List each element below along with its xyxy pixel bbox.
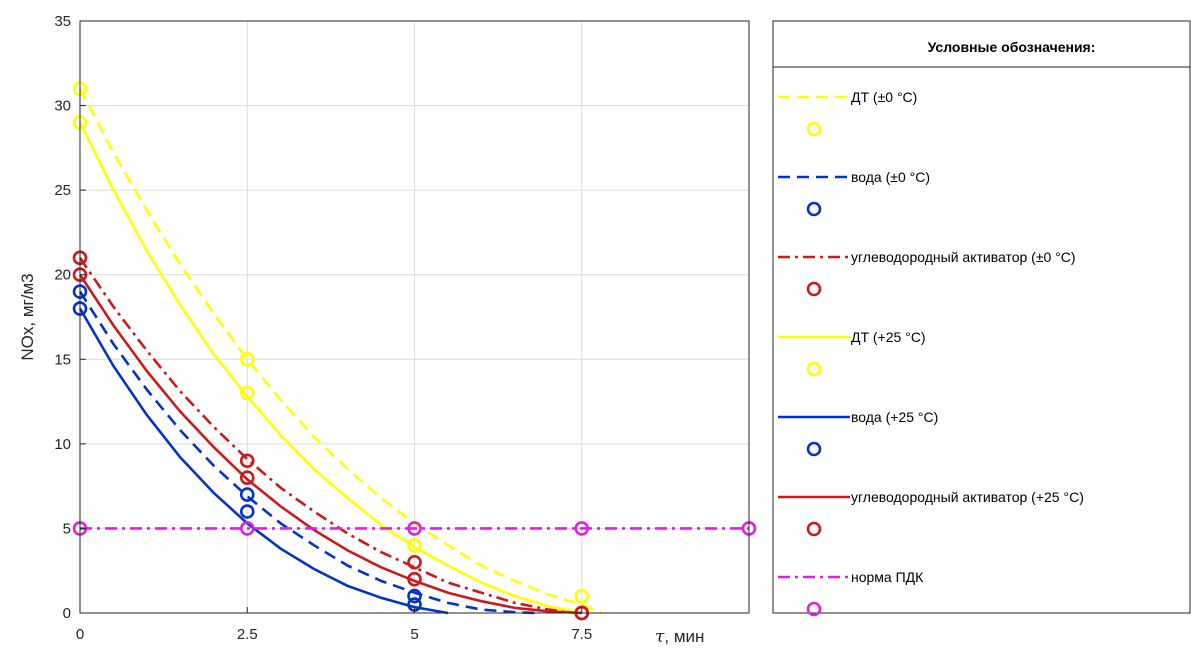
legend-title: Условные обозначения: [928,39,1096,55]
x-axis-label: τ, мин [655,627,704,647]
x-axis-unit: , мин [664,627,704,646]
legend-items: ДТ (±0 °C) вода (±0 °C) углеводородный акт… [778,89,1084,617]
x-tick-label: 5 [410,626,418,643]
series-line [78,121,583,615]
y-tick-label: 0 [63,605,71,622]
legend-marker-swatch [806,121,822,137]
legend-entry-2: вода (±0 °C) [778,169,930,217]
data-point-marker [239,487,255,502]
legend-entry-4: ДТ (+25 °C) [778,329,926,377]
data-point-marker [407,554,422,570]
y-tick-label: 35 [54,13,71,30]
legend-marker-swatch [806,361,822,377]
data-point-marker [239,351,255,367]
data-point-marker [574,588,590,604]
legend-label: вода (±0 °C) [851,169,930,185]
series-line [78,257,582,615]
series-line [78,273,582,615]
grid [79,20,749,614]
ticks: 0 2.5 5 7.5 0 5 10 15 20 25 30 35 [54,13,592,643]
data-point-marker [239,385,255,401]
legend: Условные обозначения: ДТ (±0 °C) вода (±0… [772,20,1191,617]
series-line [78,290,535,615]
data-point-marker [239,504,255,519]
legend-entry-3: углеводородный активатор (±0 °C) [778,249,1076,297]
legend-label: ДТ (±0 °C) [851,89,917,105]
legend-marker-swatch [806,441,822,457]
data-point-marker [407,588,422,604]
legend-marker-swatch [806,281,822,297]
legend-marker-swatch [806,521,822,537]
legend-entry-5: вода (+25 °C) [778,409,938,457]
legend-label: ДТ (+25 °C) [851,329,926,345]
data-point-marker [407,538,422,553]
y-tick-label: 10 [54,436,71,453]
legend-entry-6: углеводородный активатор (+25 °C) [778,489,1084,537]
legend-entry-1: ДТ (±0 °C) [778,89,917,137]
x-tick-label: 0 [76,626,84,643]
legend-entry-7: норма ПДК [778,569,924,617]
legend-marker-swatch [806,201,822,217]
plot-area: 0 2.5 5 7.5 0 5 10 15 20 25 30 35 [54,13,757,643]
x-tick-label: 2.5 [237,626,258,643]
y-tick-label: 25 [54,182,71,199]
legend-label: углеводородный активатор (±0 °C) [851,249,1076,265]
data-point-marker [239,453,255,469]
y-tick-label: 5 [63,520,71,537]
y-tick-label: 20 [54,267,71,284]
legend-box [772,20,1191,614]
data-point-marker [239,470,255,485]
y-tick-label: 15 [54,351,71,368]
legend-label: углеводородный активатор (+25 °C) [851,489,1084,505]
x-tick-label: 7.5 [571,626,592,643]
y-axis-label: NOx, мг/м3 [18,273,37,360]
y-tick-label: 30 [54,98,71,115]
series-line [78,88,603,615]
x-axis-symbol: τ [655,627,665,647]
legend-label: вода (+25 °C) [851,409,938,425]
legend-label: норма ПДК [851,569,924,585]
data-point-marker [574,521,590,536]
data-point-marker [407,521,422,536]
series-line [78,307,449,615]
data-point-marker [239,521,255,536]
data-point-marker [407,571,422,587]
legend-marker-swatch [806,601,822,617]
